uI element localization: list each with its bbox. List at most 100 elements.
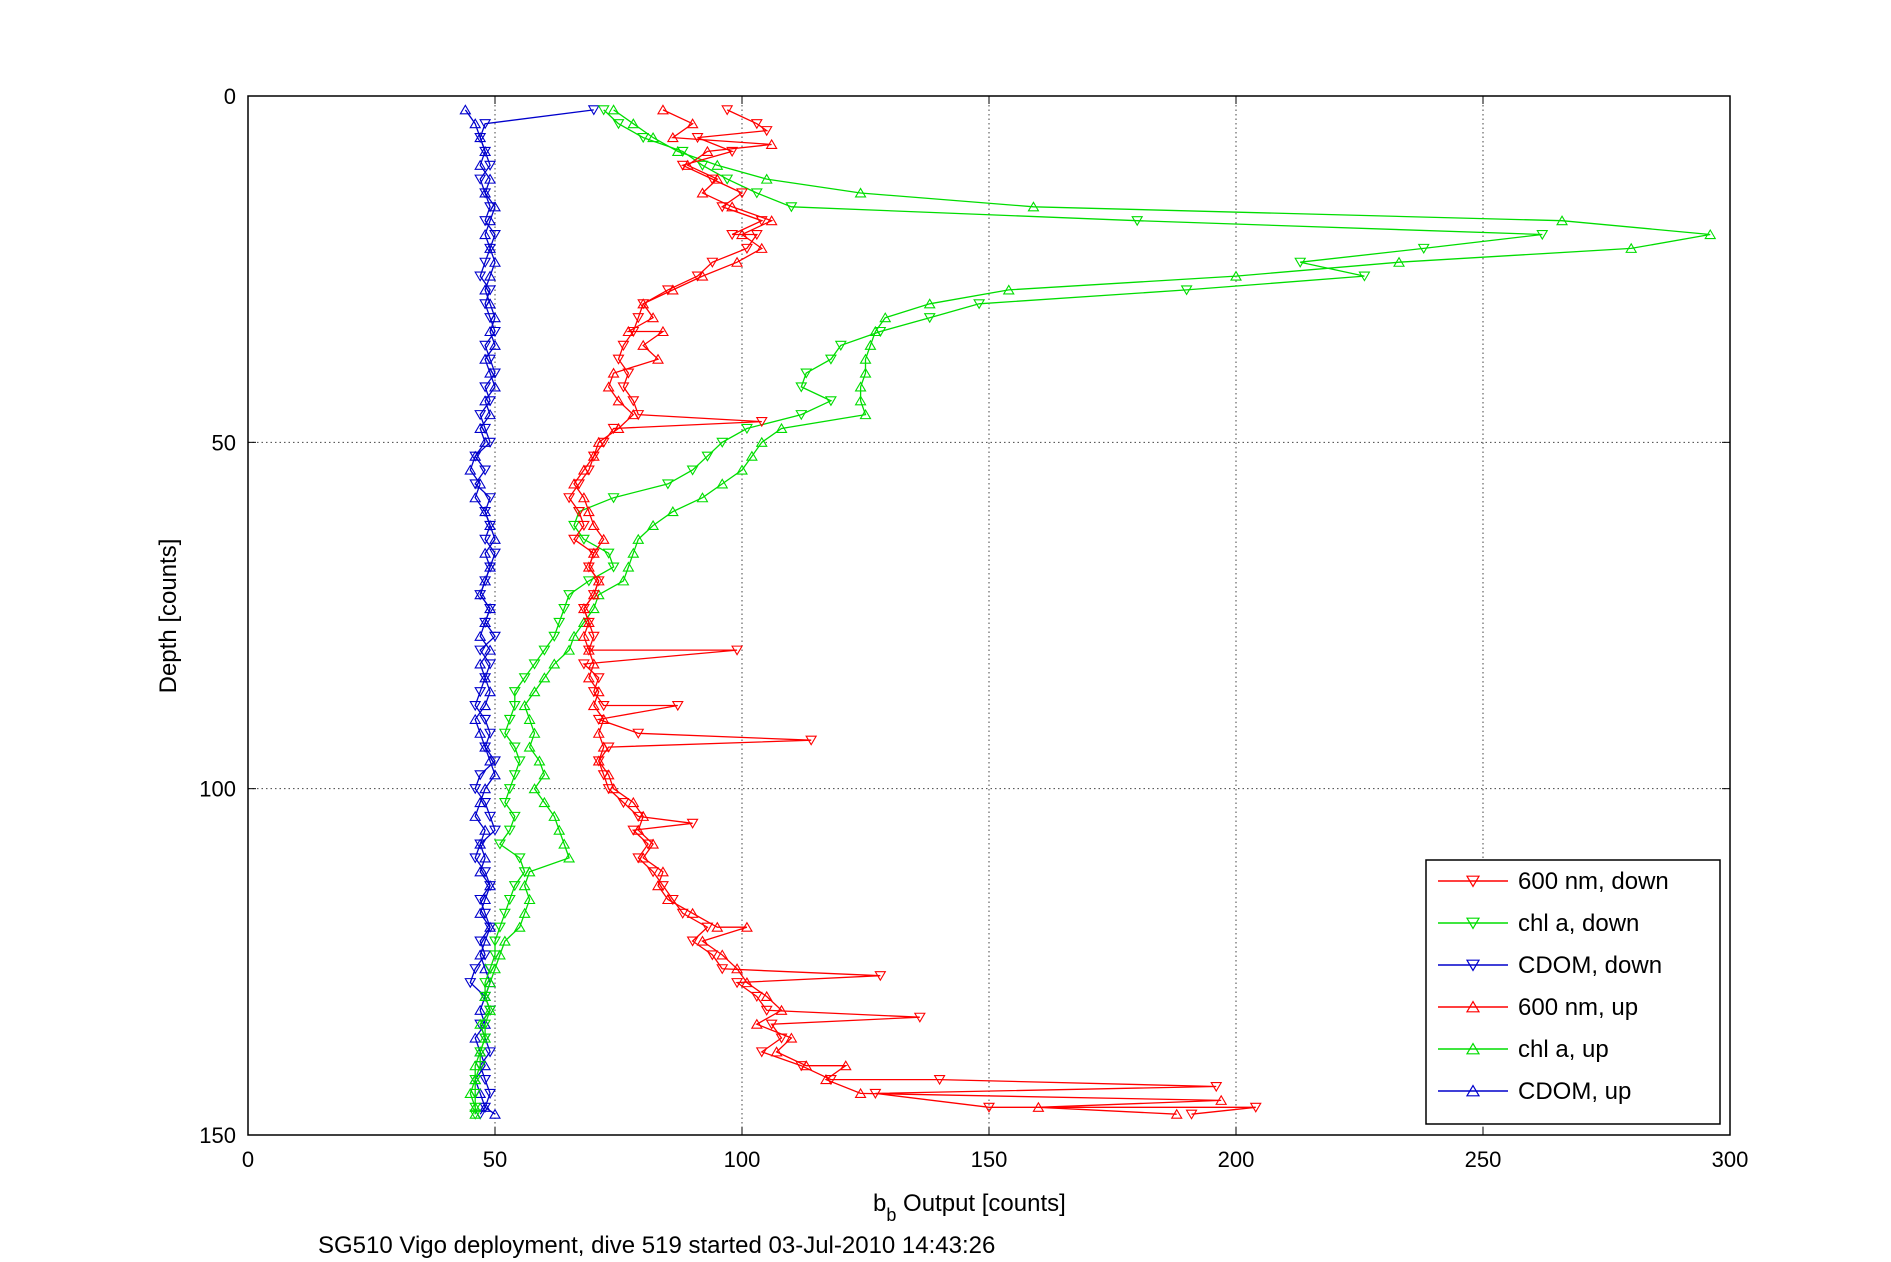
data-point [864, 339, 877, 350]
data-point [647, 519, 660, 531]
data-point [587, 105, 600, 116]
data-point [528, 783, 541, 794]
data-point [627, 409, 640, 420]
data-point [696, 187, 709, 198]
data-point [1215, 1094, 1228, 1105]
data-point [854, 187, 867, 198]
data-point [489, 769, 501, 780]
data-point [582, 616, 595, 627]
data-point [1230, 270, 1242, 281]
data-point [548, 631, 561, 642]
data-point [489, 201, 501, 212]
x-tick-label: 50 [483, 1147, 507, 1172]
data-point [558, 604, 571, 615]
data-point [656, 325, 669, 337]
data-point [1556, 215, 1569, 226]
data-point [740, 243, 753, 254]
data-point [577, 534, 590, 545]
data-point [553, 617, 566, 629]
data-point [464, 1087, 477, 1098]
data-point [479, 824, 492, 835]
data-point [1027, 201, 1040, 212]
data-point [474, 271, 487, 282]
data-point [656, 104, 669, 115]
data-point [666, 284, 679, 295]
data-point [474, 687, 487, 698]
data-point [459, 104, 472, 115]
data-point [637, 810, 650, 821]
data-point [602, 769, 615, 780]
tick-layer: 0 50 100 150 200 250 300 0 50 100 150 [199, 84, 1748, 1172]
data-point [973, 299, 986, 310]
data-point [671, 145, 684, 156]
data-point [489, 1108, 501, 1119]
data-point [622, 325, 635, 337]
data-point [731, 978, 744, 989]
data-point [750, 188, 763, 199]
data-point [859, 353, 872, 364]
data-point [765, 215, 778, 226]
data-point [587, 589, 600, 600]
data-point [795, 410, 808, 421]
data-point [652, 353, 664, 364]
data-point [632, 313, 645, 324]
data-point [805, 735, 818, 746]
data-point [1294, 257, 1307, 268]
data-point [632, 533, 645, 544]
data-point [484, 270, 497, 281]
data-point [775, 1004, 788, 1015]
data-point [726, 201, 739, 212]
data-point [854, 1087, 867, 1098]
data-point [874, 971, 887, 982]
data-point [582, 576, 595, 587]
data-point [558, 838, 571, 849]
data-point [1210, 1081, 1223, 1093]
data-point [706, 257, 719, 268]
data-point [484, 298, 497, 309]
data-point [661, 893, 674, 905]
data-point [533, 755, 546, 766]
data-point [834, 340, 847, 351]
series-line [474, 109, 1543, 1115]
data-point [1032, 1101, 1045, 1112]
data-point [701, 451, 714, 462]
data-point [484, 659, 497, 670]
data-point [563, 852, 576, 863]
legend-label: chl a, down [1518, 910, 1639, 937]
data-point [577, 464, 590, 475]
data-point [489, 312, 501, 323]
data-point [484, 242, 497, 253]
data-point [587, 658, 600, 669]
data-point [484, 1004, 497, 1015]
data-point [479, 1101, 492, 1112]
data-point [785, 202, 798, 213]
data-point [1185, 1109, 1198, 1120]
data-point [479, 465, 492, 476]
data-point [479, 119, 492, 130]
data-point [469, 1032, 482, 1043]
data-point [681, 159, 694, 170]
data-point [484, 160, 497, 171]
data-point [474, 410, 487, 421]
data-point [617, 382, 630, 393]
data-point [479, 228, 492, 240]
x-axis-label: bb Output [counts] [873, 1190, 1066, 1225]
data-point [528, 659, 541, 670]
data-point [582, 561, 595, 572]
data-point [568, 478, 581, 489]
data-point [484, 728, 497, 739]
data-point [597, 533, 610, 544]
data-point [933, 1075, 946, 1086]
data-point [859, 367, 872, 378]
data-point [1002, 284, 1015, 295]
data-point [489, 548, 501, 559]
data-point [568, 520, 581, 532]
data-point [740, 423, 753, 435]
data-point [513, 921, 526, 932]
data-point [479, 783, 492, 794]
data-point [770, 1046, 783, 1057]
data-point [503, 825, 516, 836]
data-point [493, 839, 506, 850]
data-point [587, 450, 600, 461]
data-point [489, 229, 501, 241]
